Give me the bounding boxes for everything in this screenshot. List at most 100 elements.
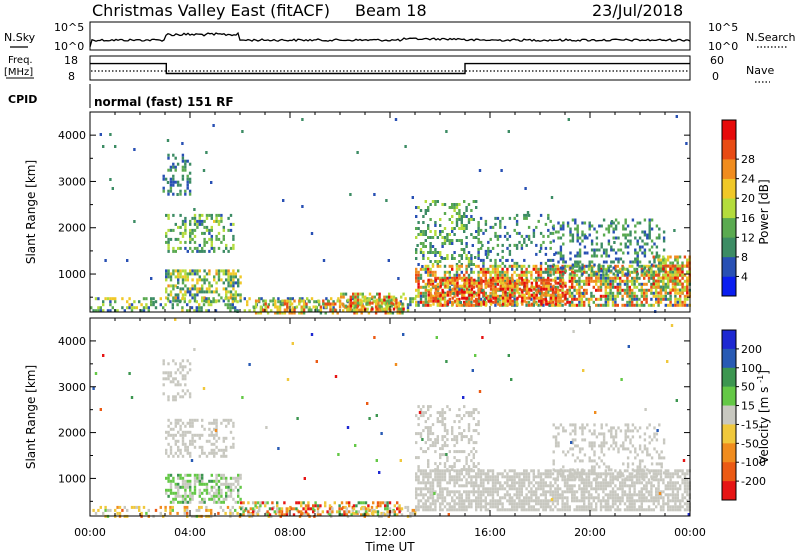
power-cell [429, 282, 432, 286]
power-cell [562, 257, 565, 261]
velocity-cell [398, 504, 401, 508]
velocity-cell [482, 469, 485, 473]
power-cell [461, 296, 464, 300]
power-cell [455, 218, 459, 221]
velocity-cell [604, 484, 607, 488]
power-cell [215, 219, 218, 223]
velocity-cell [201, 500, 204, 504]
power-cell [501, 276, 504, 280]
power-cell [547, 270, 550, 274]
velocity-cell [177, 476, 180, 480]
power-cell [215, 290, 218, 294]
velocity-cell [424, 487, 427, 491]
velocity-cell [419, 435, 423, 439]
velocity-cell [523, 469, 526, 473]
power-cell [525, 303, 528, 307]
power-cell [508, 264, 511, 268]
power-cell [441, 203, 444, 206]
velocity-cell [215, 476, 218, 480]
power-cell [659, 267, 663, 271]
power-cell [467, 203, 471, 206]
velocity-cell [316, 513, 320, 517]
velocity-cell [482, 499, 485, 503]
power-cell [614, 300, 617, 304]
power-cell [389, 311, 392, 315]
power-cell [686, 261, 689, 265]
power-cell [477, 227, 480, 230]
power-cell [239, 296, 242, 300]
power-cell [520, 234, 524, 238]
velocity-cell [479, 481, 483, 485]
power-cell [542, 297, 545, 301]
power-cell [511, 302, 514, 306]
power-cell [229, 246, 233, 250]
velocity-cell [201, 497, 204, 501]
power-cell [535, 302, 538, 306]
velocity-cell [201, 448, 204, 452]
power-cell [359, 292, 362, 296]
power-cell [210, 290, 213, 294]
velocity-cell [345, 501, 348, 505]
velocity-cell [367, 513, 370, 517]
power-cell [610, 260, 613, 264]
velocity-cell [479, 469, 483, 473]
velocity-cell [535, 475, 538, 479]
power-cell [532, 228, 536, 232]
power-cell [201, 278, 204, 282]
velocity-cell [109, 508, 112, 512]
power-cell [417, 300, 420, 304]
power-cell [436, 291, 439, 295]
velocity-cell [518, 475, 521, 479]
power-cell [556, 264, 559, 268]
power-cell [676, 255, 679, 259]
velocity-cell [441, 472, 444, 476]
power-cell [530, 273, 533, 277]
power-cell [386, 311, 390, 315]
power-cell [456, 293, 459, 297]
velocity-cell [544, 499, 547, 503]
power-cell [619, 257, 623, 261]
power-cell [623, 279, 627, 283]
power-cell [193, 240, 197, 244]
velocity-cell [234, 500, 237, 504]
velocity-cell [372, 513, 375, 517]
velocity-cell [585, 475, 588, 479]
velocity-cell [525, 475, 528, 479]
velocity-cell [619, 484, 622, 488]
power-cell [191, 231, 194, 235]
power-cell [465, 290, 469, 294]
velocity-cell [431, 423, 435, 427]
power-cell [489, 264, 492, 268]
velocity-cell [191, 494, 194, 498]
velocity-cell [611, 475, 615, 479]
power-cell [669, 264, 672, 268]
velocity-cell [258, 508, 261, 512]
velocity-cell [176, 368, 180, 372]
velocity-cell [451, 478, 454, 482]
power-cell [198, 278, 201, 282]
power-cell [671, 273, 675, 277]
power-cell [542, 278, 546, 282]
power-cell [482, 279, 485, 283]
velocity-cell [446, 429, 449, 433]
power-cell [513, 270, 516, 274]
power-cell [165, 296, 168, 300]
power-cell [189, 290, 192, 294]
power-cell [172, 287, 175, 291]
power-cell [150, 300, 153, 304]
power-cell [521, 293, 524, 297]
power-cell [229, 278, 233, 282]
power-cell [513, 281, 517, 285]
power-cell [434, 287, 438, 291]
velocity-cell [587, 478, 591, 482]
velocity-cell [487, 487, 490, 491]
power-cell [198, 306, 201, 310]
power-cell [179, 192, 182, 196]
power-cell [201, 299, 204, 303]
power-cell [465, 257, 468, 260]
velocity-cell [501, 475, 504, 479]
velocity-cell [465, 478, 468, 482]
velocity-cell [611, 490, 615, 494]
power-cell [681, 267, 684, 271]
power-cell [650, 291, 653, 295]
